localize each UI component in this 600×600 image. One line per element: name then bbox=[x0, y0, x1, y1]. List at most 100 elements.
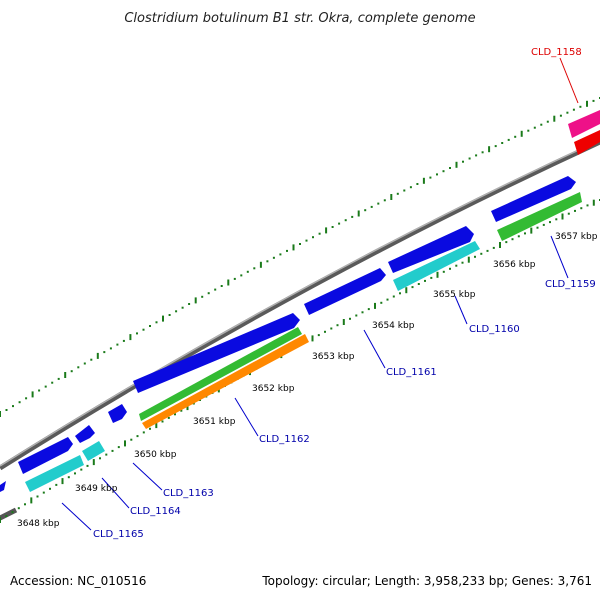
tick-mark bbox=[517, 235, 520, 238]
gene-arrow-cld1159[interactable] bbox=[491, 176, 576, 222]
tick-mark bbox=[155, 422, 158, 429]
tick-mark bbox=[536, 226, 539, 229]
gene-label-cld1160[interactable]: CLD_1160 bbox=[469, 324, 520, 335]
tick-mark bbox=[492, 246, 495, 249]
gene-label-cld1159[interactable]: CLD_1159 bbox=[545, 279, 596, 290]
tick-mark bbox=[31, 391, 34, 398]
tick-mark bbox=[124, 440, 126, 447]
tick-mark bbox=[220, 285, 223, 287]
tick-mark bbox=[38, 389, 41, 392]
tick-mark bbox=[553, 115, 556, 122]
tick-mark bbox=[377, 202, 380, 205]
gene-arrow-cld1165-cyan[interactable] bbox=[25, 455, 84, 492]
tick-mark bbox=[501, 142, 504, 144]
tick-mark bbox=[403, 189, 406, 192]
gene-arrow-cld1162-orange[interactable] bbox=[142, 334, 309, 429]
gene-arrow-cld1160-cyan[interactable] bbox=[393, 241, 480, 291]
tick-mark bbox=[57, 377, 60, 380]
kbp-label: 3654 kbp bbox=[372, 321, 415, 331]
tick-mark bbox=[30, 497, 33, 504]
tick-mark bbox=[411, 286, 414, 289]
genome-backbone-lower bbox=[0, 507, 18, 521]
tick-mark bbox=[533, 126, 536, 129]
gene-arrow-cld1163[interactable] bbox=[108, 404, 127, 423]
tick-mark bbox=[338, 222, 341, 225]
tick-mark bbox=[481, 151, 484, 154]
tick-mark bbox=[374, 302, 376, 309]
tick-mark bbox=[555, 218, 558, 221]
gene-arrow-cld1161[interactable] bbox=[304, 268, 386, 315]
gene-arrow-cld1158b[interactable] bbox=[574, 130, 600, 155]
tick-mark bbox=[292, 244, 295, 251]
tick-mark bbox=[279, 253, 282, 256]
tick-mark bbox=[417, 283, 420, 285]
tick-mark bbox=[436, 173, 438, 176]
tick-mark bbox=[494, 145, 497, 148]
tick-mark bbox=[586, 204, 589, 207]
gene-arrow-cld1159-green[interactable] bbox=[497, 192, 582, 241]
tick-mark bbox=[5, 409, 8, 411]
gene-arrow-cld1164-cyan[interactable] bbox=[82, 441, 105, 461]
tick-mark bbox=[74, 472, 76, 475]
gene-label-cld1165[interactable]: CLD_1165 bbox=[93, 529, 144, 540]
tick-mark bbox=[349, 317, 351, 320]
gene-label-cld1163[interactable]: CLD_1163 bbox=[163, 488, 214, 499]
tick-mark bbox=[61, 478, 64, 485]
tick-mark bbox=[449, 167, 451, 169]
gene-arrow-edge-left[interactable] bbox=[0, 481, 6, 492]
tick-mark bbox=[351, 215, 354, 218]
topology-text: Topology: circular; Length: 3,958,233 bp… bbox=[261, 574, 592, 588]
tick-mark bbox=[475, 154, 478, 157]
tick-mark bbox=[49, 487, 51, 490]
kbp-label: 3650 kbp bbox=[134, 450, 177, 460]
tick-mark bbox=[17, 507, 20, 510]
kbp-label: 3652 kbp bbox=[252, 384, 295, 394]
gene-label-cld1161[interactable]: CLD_1161 bbox=[386, 367, 437, 378]
gene-arrow-cld1164-blue[interactable] bbox=[75, 425, 95, 443]
tick-mark bbox=[399, 292, 401, 295]
leader-lines bbox=[61, 57, 579, 531]
tick-mark bbox=[12, 405, 14, 408]
tick-mark bbox=[392, 295, 395, 298]
gene-labels: CLD_1158 CLD_1159 CLD_1160 CLD_1161 CLD_… bbox=[93, 47, 596, 540]
gene-label-cld1158[interactable]: CLD_1158 bbox=[531, 47, 582, 58]
tick-mark bbox=[55, 483, 58, 486]
kbp-labels: 3648 kbp 3649 kbp 3650 kbp 3651 kbp 3652… bbox=[17, 232, 598, 529]
gene-label-cld1162[interactable]: CLD_1162 bbox=[259, 434, 310, 445]
tick-mark bbox=[480, 252, 483, 255]
tick-mark bbox=[227, 279, 230, 286]
tick-mark bbox=[90, 358, 93, 361]
tick-mark bbox=[96, 352, 99, 359]
gene-arrow-cld1158[interactable] bbox=[568, 110, 600, 138]
gene-arrow-cld1162-blue[interactable] bbox=[133, 313, 300, 393]
tick-mark bbox=[286, 249, 288, 252]
tick-mark bbox=[167, 416, 170, 419]
tick-mark bbox=[355, 314, 358, 317]
tick-mark bbox=[383, 199, 386, 202]
tick-mark bbox=[462, 160, 464, 163]
gene-arrow-cld1165-blue[interactable] bbox=[18, 437, 73, 474]
tick-mark bbox=[168, 314, 171, 316]
tick-mark bbox=[86, 464, 89, 467]
tick-mark bbox=[175, 310, 178, 313]
gene-arrow-cld1160a[interactable] bbox=[388, 226, 474, 273]
tick-mark bbox=[572, 108, 575, 111]
tick-mark bbox=[36, 495, 39, 498]
tick-mark bbox=[11, 511, 14, 514]
tick-mark bbox=[312, 236, 314, 239]
tick-mark bbox=[161, 420, 164, 423]
tick-mark bbox=[77, 366, 80, 369]
tick-mark bbox=[416, 183, 419, 185]
tick-mark bbox=[207, 292, 210, 295]
tick-mark bbox=[0, 517, 1, 523]
tick-mark bbox=[566, 111, 569, 114]
accession-text: Accession: NC_010516 bbox=[10, 574, 146, 588]
gene-arrow-cld1162-green[interactable] bbox=[139, 327, 302, 421]
tick-mark bbox=[488, 146, 491, 153]
tick-mark bbox=[174, 413, 176, 416]
tick-mark bbox=[117, 446, 120, 449]
tick-mark bbox=[430, 276, 433, 279]
tick-mark bbox=[149, 427, 151, 430]
gene-label-cld1164[interactable]: CLD_1164 bbox=[130, 506, 181, 517]
tick-mark bbox=[367, 308, 370, 311]
